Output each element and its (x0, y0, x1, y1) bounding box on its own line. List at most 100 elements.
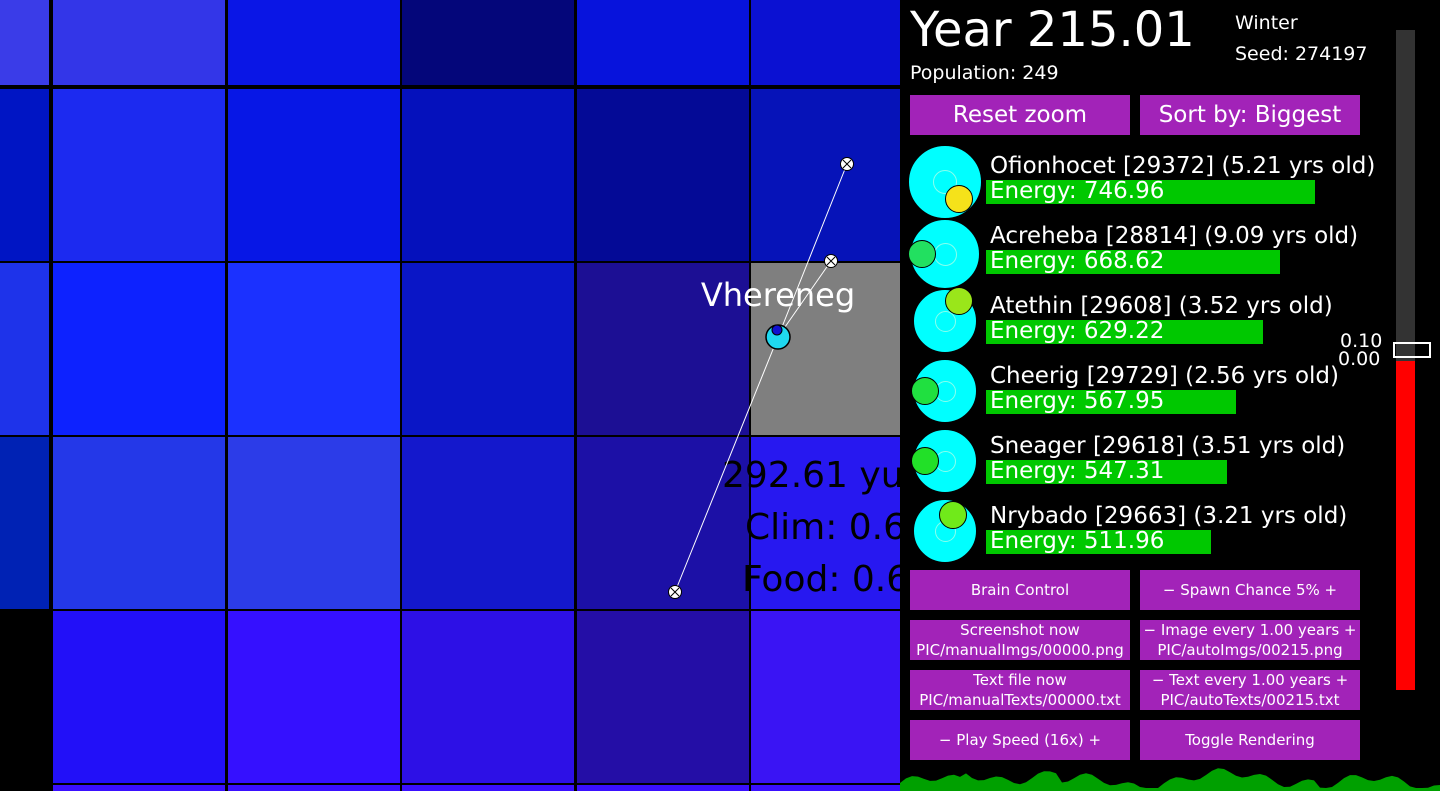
vision-line-3 (674, 336, 779, 593)
creature-mouth-icon (908, 240, 936, 268)
play-speed-control[interactable]: − Play Speed (16x) + (910, 720, 1130, 760)
creature-name: Atethin [29608] (3.52 yrs old) (990, 293, 1333, 319)
text-path: PIC/autoTexts/00215.txt (1160, 691, 1340, 709)
creature-energy: Energy: 629.22 (990, 318, 1165, 344)
world-view[interactable]: 292.61 yu Clim: 0.6 Food: 0.6 Vhereneg (0, 0, 900, 791)
creature-energy: Energy: 746.96 (990, 178, 1165, 204)
terrain-tile[interactable] (577, 263, 749, 435)
terrain-tile[interactable] (402, 89, 574, 261)
terrain-tile[interactable] (577, 437, 749, 609)
creature-mouth-icon (939, 501, 967, 529)
terrain-tile[interactable] (751, 785, 900, 791)
creature-energy: Energy: 567.95 (990, 388, 1165, 414)
slider-handle[interactable] (1393, 342, 1431, 358)
creature-energy: Energy: 511.96 (990, 528, 1165, 554)
text-every-control[interactable]: − Text every 1.00 years + PIC/autoTexts/… (1140, 670, 1360, 710)
year-display: Year 215.01 (910, 2, 1195, 58)
reset-zoom-button[interactable]: Reset zoom (910, 95, 1130, 135)
terrain-tile[interactable] (0, 89, 49, 261)
text-file-now-button[interactable]: Text file now PIC/manualTexts/00000.txt (910, 670, 1130, 710)
creature-mouth-icon (911, 377, 939, 405)
toggle-rendering-button[interactable]: Toggle Rendering (1140, 720, 1360, 760)
image-every-label: − Image every 1.00 years + (1143, 621, 1357, 639)
terrain-tile[interactable] (228, 611, 400, 783)
terrain-tile[interactable] (228, 263, 400, 435)
tile-info-length: 292.61 yu (722, 455, 900, 496)
seed-label: Seed: 274197 (1235, 43, 1368, 65)
terrain-tile[interactable] (402, 437, 574, 609)
creature-overlay: Vhereneg (668, 157, 855, 599)
population-graph (900, 768, 1440, 791)
terrain-tile[interactable] (0, 263, 49, 435)
terrain-tile[interactable] (751, 611, 900, 783)
spawn-chance-control[interactable]: − Spawn Chance 5% + (1140, 570, 1360, 610)
creature-list-item[interactable]: Cheerig [29729] (2.56 yrs old) Energy: 56… (900, 355, 1440, 425)
creature-list-item[interactable]: Acreheba [28814] (9.09 yrs old) Energy: 6… (900, 215, 1440, 289)
text-file-now-label: Text file now (973, 671, 1067, 689)
slider-bottom-label: 0.00 (1338, 348, 1381, 370)
creature-mouth-icon (945, 287, 973, 315)
energy-bar (986, 250, 1280, 274)
terrain-tile[interactable] (402, 263, 574, 435)
terrain-tile[interactable] (228, 437, 400, 609)
terrain-tile[interactable] (751, 437, 900, 609)
terrain-tile[interactable] (0, 0, 49, 85)
creature-energy: Energy: 547.31 (990, 458, 1165, 484)
text-file-path: PIC/manualTexts/00000.txt (919, 691, 1121, 709)
terrain-tile[interactable] (751, 89, 900, 261)
selected-creature-name: Vhereneg (701, 276, 855, 314)
terrain-tile[interactable] (228, 89, 400, 261)
creature-list-item[interactable]: Nrybado [29663] (3.21 yrs old) Energy: 51… (900, 495, 1440, 565)
terrain-tile[interactable] (53, 0, 225, 85)
creature-list-item[interactable]: Sneager [29618] (3.51 yrs old) Energy: 54… (900, 425, 1440, 495)
season-label: Winter (1235, 12, 1298, 34)
terrain-tile[interactable] (53, 437, 225, 609)
brain-control-button[interactable]: Brain Control (910, 570, 1130, 610)
terrain-tile[interactable] (577, 611, 749, 783)
image-every-control[interactable]: − Image every 1.00 years + PIC/autoImgs/… (1140, 620, 1360, 660)
creature-eye-icon (933, 242, 957, 266)
terrain-tile[interactable] (577, 89, 749, 261)
text-every-label: − Text every 1.00 years + (1151, 671, 1349, 689)
control-panel: Year 215.01 Winter Seed: 274197 Populati… (900, 0, 1440, 791)
population-label: Population: 249 (910, 62, 1059, 84)
terrain-tile[interactable] (402, 0, 574, 85)
terrain-tile[interactable] (228, 785, 400, 791)
slider-fill (1396, 361, 1415, 690)
terrain-tile[interactable] (0, 611, 49, 783)
creature-name: Sneager [29618] (3.51 yrs old) (990, 433, 1346, 459)
vision-point-icon (840, 157, 854, 171)
energy-bar (986, 390, 1236, 414)
energy-bar (986, 460, 1227, 484)
image-path: PIC/autoImgs/00215.png (1157, 641, 1343, 659)
population-graph-area (900, 768, 1440, 791)
terrain-tile[interactable] (577, 0, 749, 85)
vision-point-icon (668, 585, 682, 599)
creature-name: Cheerig [29729] (2.56 yrs old) (990, 363, 1340, 389)
screenshot-now-button[interactable]: Screenshot now PIC/manualImgs/00000.png (910, 620, 1130, 660)
terrain-tile[interactable] (53, 785, 225, 791)
terrain-tile[interactable] (402, 785, 574, 791)
terrain-tile[interactable] (751, 0, 900, 85)
creature-name: Ofionhocet [29372] (5.21 yrs old) (990, 153, 1376, 179)
tile-info-food: Food: 0.6 (742, 559, 900, 600)
terrain-tile[interactable] (0, 437, 49, 609)
terrain-tile[interactable] (53, 611, 225, 783)
terrain-tile[interactable] (53, 263, 225, 435)
terrain-tile[interactable] (402, 611, 574, 783)
selected-creature[interactable] (765, 324, 791, 350)
tile-info-climate: Clim: 0.6 (745, 507, 900, 548)
terrain-tile[interactable] (577, 785, 749, 791)
sort-by-button[interactable]: Sort by: Biggest (1140, 95, 1360, 135)
creature-list-item[interactable]: Ofionhocet [29372] (5.21 yrs old) Energy:… (900, 145, 1440, 219)
creature-name: Acreheba [28814] (9.09 yrs old) (990, 223, 1359, 249)
vision-line-2 (777, 260, 832, 338)
vision-point-icon (824, 254, 838, 268)
creature-mouth (771, 324, 783, 336)
creature-list-item[interactable]: Atethin [29608] (3.52 yrs old) Energy: 62… (900, 285, 1440, 355)
terrain-tile[interactable] (228, 0, 400, 85)
energy-bar (986, 180, 1315, 204)
energy-bar (986, 320, 1263, 344)
creature-mouth-icon (945, 185, 973, 213)
terrain-tile[interactable] (53, 89, 225, 261)
